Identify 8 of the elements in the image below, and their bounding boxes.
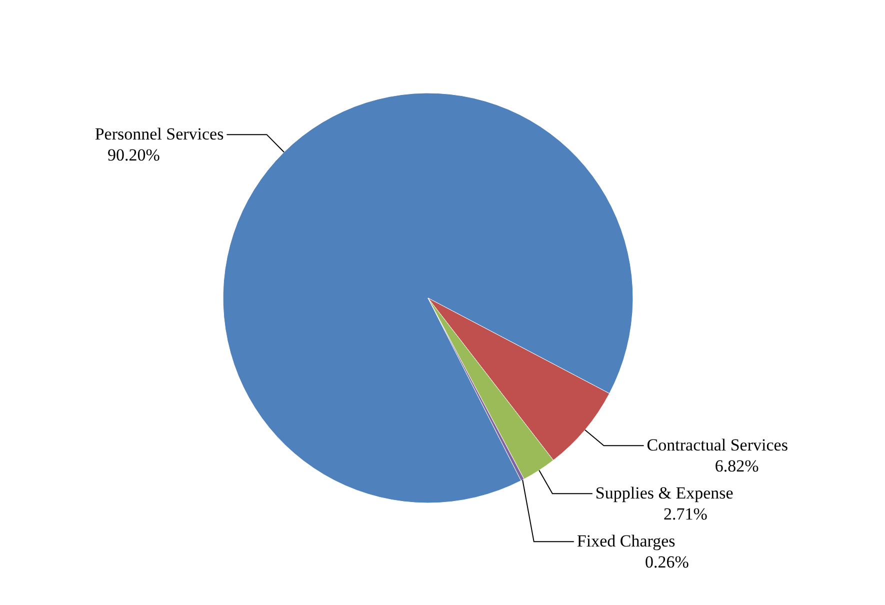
- slice-label: Contractual Services: [646, 436, 788, 455]
- slice-label: Fixed Charges: [576, 532, 676, 551]
- data-label: 90.20%: [108, 146, 160, 165]
- slice-label: Supplies & Expense: [595, 484, 734, 503]
- data-label: 0.26%: [644, 552, 689, 572]
- data-label: 2.71%: [663, 504, 708, 524]
- data-label: 6.82%: [714, 456, 759, 476]
- slice-label: Personnel Services: [94, 124, 224, 144]
